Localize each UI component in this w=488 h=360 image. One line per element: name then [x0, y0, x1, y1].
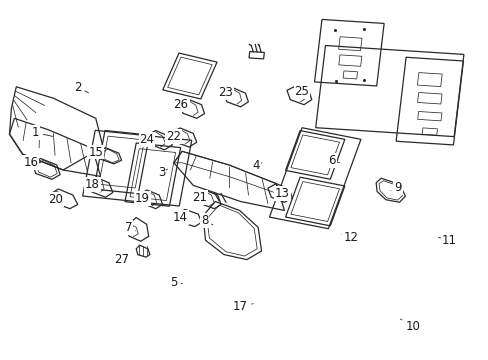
Text: 16: 16 — [23, 156, 41, 169]
Text: 17: 17 — [233, 300, 253, 313]
Text: 3: 3 — [158, 166, 167, 179]
Text: 26: 26 — [173, 98, 188, 111]
Text: 2: 2 — [74, 81, 88, 94]
Text: 6: 6 — [328, 154, 339, 167]
Text: 21: 21 — [192, 192, 207, 204]
Text: 15: 15 — [88, 145, 103, 158]
Text: 18: 18 — [85, 178, 100, 191]
Text: 23: 23 — [218, 86, 233, 99]
Text: 19: 19 — [134, 192, 149, 205]
Text: 8: 8 — [201, 214, 212, 227]
Text: 24: 24 — [139, 133, 154, 146]
Text: 13: 13 — [275, 187, 289, 200]
Text: 10: 10 — [400, 319, 419, 333]
Text: 1: 1 — [32, 126, 53, 139]
Text: 14: 14 — [172, 211, 187, 224]
Text: 9: 9 — [390, 181, 401, 194]
Text: 22: 22 — [166, 130, 181, 143]
Text: 12: 12 — [341, 231, 358, 244]
Text: 11: 11 — [438, 234, 456, 247]
Text: 20: 20 — [48, 193, 62, 206]
Text: 7: 7 — [124, 221, 135, 234]
Text: 27: 27 — [114, 253, 129, 266]
Text: 5: 5 — [170, 276, 182, 289]
Text: 4: 4 — [252, 159, 261, 172]
Text: 25: 25 — [294, 85, 309, 98]
